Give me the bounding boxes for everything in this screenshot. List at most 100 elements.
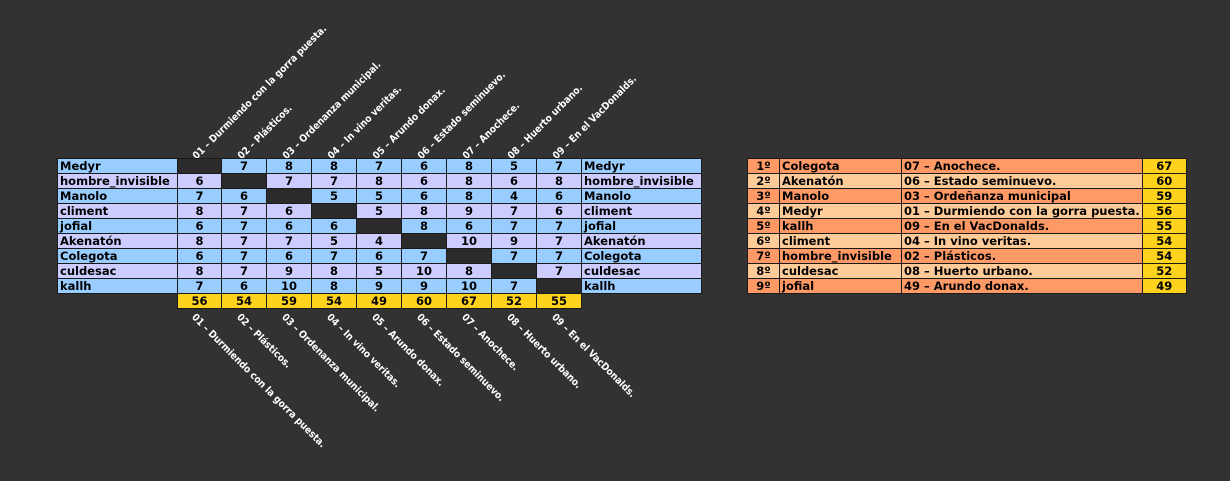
- rank-points: 54: [1141, 233, 1187, 249]
- matrix-row: jofial 6 7 6 6 8 6 7 7 jofial: [57, 218, 702, 234]
- rank-user: Akenatón: [779, 173, 902, 189]
- voter-name-right: kallh: [581, 278, 702, 294]
- totals-row: 56 54 59 54 49 60 67 52 55: [58, 293, 702, 309]
- voter-name-right: culdesac: [581, 263, 702, 279]
- vote-cell: 6: [401, 158, 447, 174]
- matrix-row: kallh 7 6 10 8 9 9 10 7 kallh: [57, 278, 702, 294]
- vote-cell: 5: [356, 263, 402, 279]
- totals-spacer: [582, 294, 702, 309]
- vote-cell: 8: [401, 203, 447, 219]
- matrix-row: Manolo 7 6 5 5 6 8 4 6 Manolo: [57, 188, 702, 204]
- vote-cell: 5: [311, 188, 357, 204]
- song-label-bottom: 04 – In vino veritas.: [323, 312, 402, 391]
- self-vote-cell: [177, 158, 222, 174]
- vote-cell: 6: [536, 188, 582, 204]
- song-label-top: 04 – In vino veritas.: [325, 83, 404, 162]
- rank-points: 60: [1141, 173, 1187, 189]
- rank-position: 1º: [747, 158, 780, 174]
- vote-cell: 6: [356, 248, 402, 264]
- ranking-row: 2º Akenatón 06 – Estado seminuevo. 60: [747, 173, 1187, 189]
- vote-cell: 7: [177, 188, 222, 204]
- ranking-table: 1º Colegota 07 – Anochece. 67 2º Akenatón 06 –…: [747, 158, 1187, 294]
- voter-name-right: Colegota: [581, 248, 702, 264]
- song-total: 59: [266, 293, 312, 309]
- vote-cell: 7: [221, 233, 267, 249]
- rank-song: 08 – Huerto urbano.: [901, 263, 1143, 279]
- voter-name-right: Manolo: [581, 188, 702, 204]
- vote-cell: 7: [221, 263, 267, 279]
- matrix-row: Akenatón 8 7 7 5 4 10 9 7 Akenatón: [57, 233, 702, 249]
- self-vote-cell: [536, 278, 582, 294]
- vote-cell: 6: [177, 173, 222, 189]
- vote-cell: 9: [401, 278, 447, 294]
- voter-name: Akenatón: [57, 233, 178, 249]
- rank-points: 55: [1141, 218, 1187, 234]
- vote-cell: 8: [446, 188, 492, 204]
- voter-name-right: jofial: [581, 218, 702, 234]
- vote-cell: 8: [177, 233, 222, 249]
- rank-position: 7º: [747, 248, 780, 264]
- vote-cell: 8: [536, 173, 582, 189]
- self-vote-cell: [356, 218, 402, 234]
- totals-spacer: [58, 294, 178, 309]
- vote-cell: 6: [221, 188, 267, 204]
- song-total: 60: [401, 293, 447, 309]
- self-vote-cell: [311, 203, 357, 219]
- rank-points: 59: [1141, 188, 1187, 204]
- song-label-bottom: 09 – En el VacDonalds.: [548, 312, 637, 401]
- ranking-row: 4º Medyr 01 – Durmiendo con la gorra puest…: [747, 203, 1187, 219]
- vote-cell: 7: [491, 218, 537, 234]
- self-vote-cell: [221, 173, 267, 189]
- voter-name: Colegota: [57, 248, 178, 264]
- song-total: 52: [491, 293, 537, 309]
- vote-cell: 8: [401, 218, 447, 234]
- song-label-top: 09 – En el VacDonalds.: [550, 73, 639, 162]
- self-vote-cell: [266, 188, 312, 204]
- vote-cell: 7: [311, 173, 357, 189]
- rank-points: 49: [1141, 278, 1187, 294]
- vote-cell: 6: [401, 188, 447, 204]
- vote-cell: 4: [356, 233, 402, 249]
- vote-cell: 5: [356, 188, 402, 204]
- ranking-row: 9º jofial 49 – Arundo donax. 49: [747, 278, 1187, 294]
- rank-position: 4º: [747, 203, 780, 219]
- vote-cell: 7: [491, 248, 537, 264]
- voter-name-right: Medyr: [581, 158, 702, 174]
- self-vote-cell: [491, 263, 537, 279]
- song-total: 54: [311, 293, 357, 309]
- song-total: 49: [356, 293, 402, 309]
- vote-cell: 7: [356, 158, 402, 174]
- voter-name: hombre_invisible: [57, 173, 178, 189]
- ranking-row: 3º Manolo 03 – Ordeñanza municipal 59: [747, 188, 1187, 204]
- matrix-row: climent 8 7 6 5 8 9 7 6 climent: [57, 203, 702, 219]
- vote-cell: 7: [401, 248, 447, 264]
- rank-user: kallh: [779, 218, 902, 234]
- vote-cell: 7: [311, 248, 357, 264]
- vote-cell: 10: [446, 278, 492, 294]
- vote-cell: 7: [536, 263, 582, 279]
- vote-cell: 8: [311, 158, 357, 174]
- vote-cell: 6: [266, 218, 312, 234]
- vote-cell: 8: [311, 278, 357, 294]
- rank-user: Colegota: [779, 158, 902, 174]
- vote-cell: 7: [177, 278, 222, 294]
- song-total: 67: [446, 293, 492, 309]
- vote-cell: 8: [177, 263, 222, 279]
- song-label-bottom: 08 – Huerto urbano.: [503, 312, 583, 392]
- vote-cell: 9: [491, 233, 537, 249]
- vote-cell: 7: [491, 278, 537, 294]
- voter-name: culdesac: [57, 263, 178, 279]
- rank-song: 09 – En el VacDonalds.: [901, 218, 1143, 234]
- matrix-row: Colegota 6 7 6 7 6 7 7 7 Colegota: [57, 248, 702, 264]
- vote-cell: 10: [401, 263, 447, 279]
- song-label-bottom: 06 – Estado seminuevo.: [413, 312, 506, 405]
- voter-name-right: climent: [581, 203, 702, 219]
- rank-user: climent: [779, 233, 902, 249]
- song-label-top: 06 – Estado seminuevo.: [415, 69, 508, 162]
- rank-position: 3º: [747, 188, 780, 204]
- self-vote-cell: [446, 248, 492, 264]
- matrix-row: culdesac 8 7 9 8 5 10 8 7 culdesac: [57, 263, 702, 279]
- rank-user: culdesac: [779, 263, 902, 279]
- vote-cell: 8: [177, 203, 222, 219]
- vote-cell: 5: [356, 203, 402, 219]
